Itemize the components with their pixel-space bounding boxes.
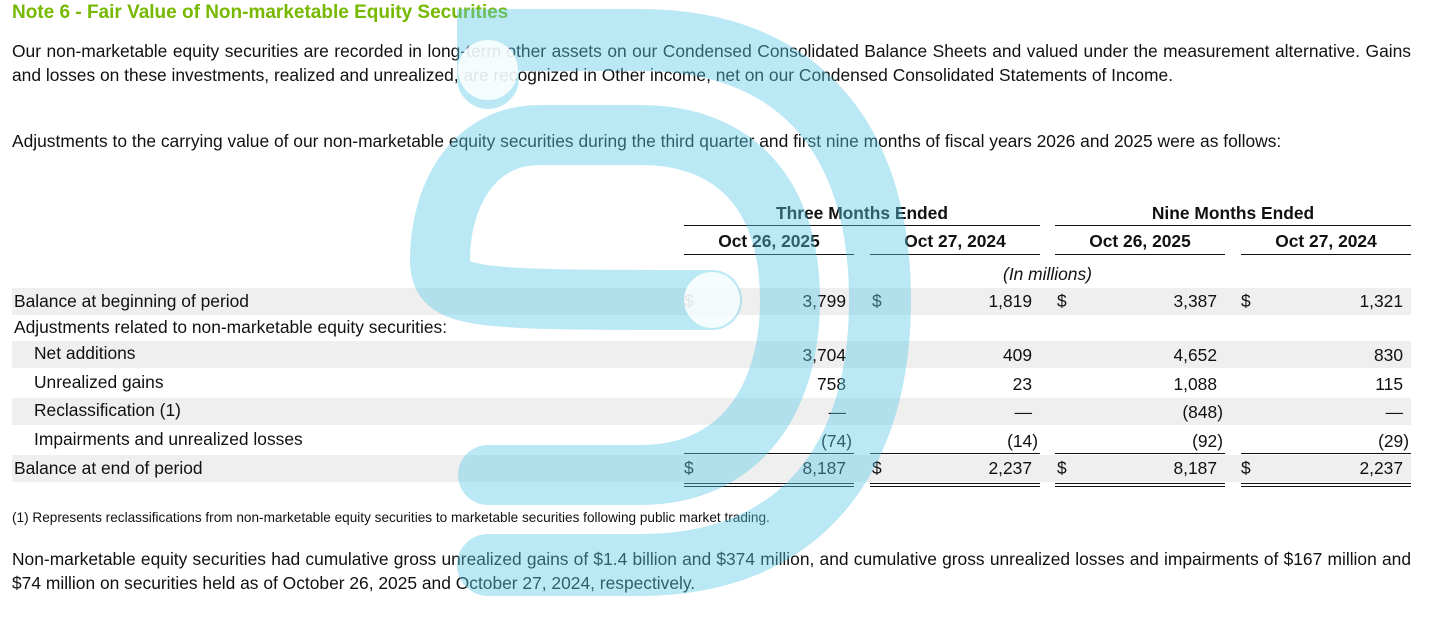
col-rule [870, 254, 1040, 255]
group-rule-nine [1055, 225, 1411, 226]
col-header-9m-2024: Oct 27, 2024 [1275, 231, 1377, 251]
total-double-rule [870, 483, 1040, 484]
value-cell: 4,652 [1173, 345, 1217, 365]
table-row: Net additions 3,704 409 4,652 830 [12, 341, 1411, 368]
total-double-rule [1241, 486, 1411, 487]
col-rule [684, 254, 854, 255]
total-double-rule [684, 486, 854, 487]
value-cell: 3,704 [802, 345, 846, 365]
table-row: Reclassification (1) — — (848) — [12, 398, 1411, 425]
row-label: Impairments and unrealized losses [34, 429, 303, 449]
value-cell: 1,819 [988, 291, 1032, 311]
value-cell: 3,799 [802, 291, 846, 311]
table-row: Balance at beginning of period $ 3,799 $… [12, 288, 1411, 315]
value-cell: (74) [821, 431, 852, 451]
value-cell: — [828, 402, 846, 422]
closing-paragraph: Non-marketable equity securities had cum… [12, 549, 1411, 593]
row-label: Adjustments related to non-marketable eq… [14, 317, 448, 337]
table-row: Impairments and unrealized losses (74) (… [12, 426, 1411, 453]
row-label: Reclassification (1) [34, 400, 181, 420]
row-label: Net additions [34, 343, 136, 363]
intro-paragraph: Our non-marketable equity securities are… [12, 41, 1411, 85]
currency-sign: $ [1057, 458, 1067, 478]
value-cell: 409 [1002, 345, 1032, 365]
value-cell: (92) [1192, 431, 1223, 451]
total-double-rule [1241, 483, 1411, 484]
table-row: Unrealized gains 758 23 1,088 115 [12, 370, 1411, 397]
value-cell: 2,237 [1359, 458, 1403, 478]
col-header-q-2025: Oct 26, 2025 [718, 231, 820, 251]
col-header-q-2024: Oct 27, 2024 [904, 231, 1006, 251]
subtotal-rule [870, 453, 1040, 454]
table-row: Adjustments related to non-marketable eq… [12, 315, 1411, 342]
col-header-9m-2025: Oct 26, 2025 [1089, 231, 1191, 251]
group-header-three-months: Three Months Ended [776, 203, 948, 223]
value-cell: 115 [1375, 374, 1403, 394]
currency-sign: $ [684, 291, 694, 311]
total-double-rule [684, 483, 854, 484]
currency-sign: $ [1241, 291, 1251, 311]
value-cell: 758 [816, 374, 846, 394]
value-cell: — [1014, 402, 1032, 422]
value-cell: — [1385, 402, 1403, 422]
currency-sign: $ [872, 458, 882, 478]
group-rule-three [684, 225, 1040, 226]
note-title: Note 6 - Fair Value of Non-marketable Eq… [12, 2, 509, 23]
value-cell: 830 [1373, 345, 1403, 365]
subtotal-rule [1241, 453, 1411, 454]
value-cell: 1,321 [1359, 291, 1403, 311]
value-cell: 8,187 [802, 458, 846, 478]
currency-sign: $ [1241, 458, 1251, 478]
currency-sign: $ [1057, 291, 1067, 311]
currency-sign: $ [872, 291, 882, 311]
total-double-rule [870, 486, 1040, 487]
value-cell: 3,387 [1173, 291, 1217, 311]
col-rule [1055, 254, 1225, 255]
total-double-rule [1055, 486, 1225, 487]
row-label: Balance at end of period [14, 458, 203, 478]
adjustments-paragraph: Adjustments to the carrying value of our… [12, 131, 1282, 151]
value-cell: (14) [1007, 431, 1038, 451]
value-cell: 2,237 [988, 458, 1032, 478]
units-label: (In millions) [1003, 264, 1092, 284]
value-cell: 1,088 [1173, 374, 1217, 394]
subtotal-rule [684, 453, 854, 454]
row-label: Balance at beginning of period [14, 291, 249, 311]
value-cell: 23 [1012, 374, 1032, 394]
footnote: (1) Represents reclassifications from no… [12, 510, 770, 525]
group-header-nine-months: Nine Months Ended [1151, 203, 1315, 223]
table-row: Balance at end of period $ 8,187 $ 2,237… [12, 455, 1411, 482]
col-rule [1241, 254, 1411, 255]
value-cell: (29) [1378, 431, 1409, 451]
total-double-rule [1055, 483, 1225, 484]
subtotal-rule [1055, 453, 1225, 454]
row-label: Unrealized gains [34, 372, 164, 392]
value-cell: 8,187 [1173, 458, 1217, 478]
value-cell: (848) [1182, 402, 1223, 422]
currency-sign: $ [684, 458, 694, 478]
